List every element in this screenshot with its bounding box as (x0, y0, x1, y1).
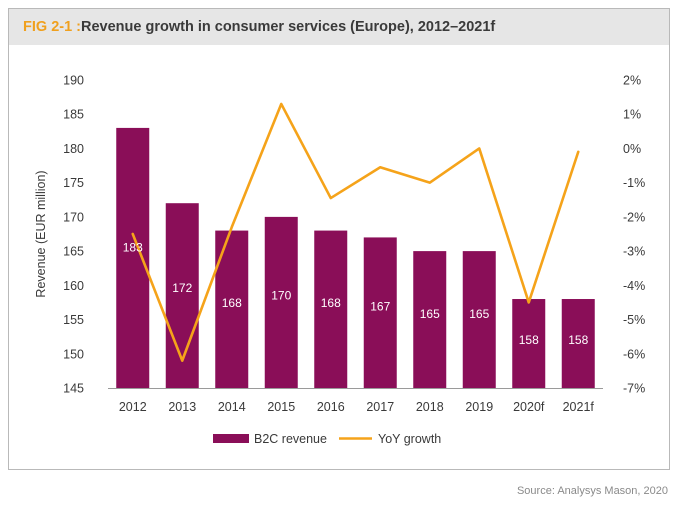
bar-value-label: 165 (420, 307, 440, 321)
y-tick-label: 180 (63, 142, 84, 156)
bar-value-label: 158 (519, 333, 539, 347)
bar-value-label: 172 (172, 281, 192, 295)
y-tick-label: 150 (63, 347, 84, 361)
bar-series (116, 127, 595, 389)
y2-tick-label: 0% (623, 142, 641, 156)
x-tick-label: 2017 (366, 400, 394, 414)
y-tick-label: 170 (63, 210, 84, 224)
bar-value-label: 168 (222, 296, 242, 310)
legend: B2C revenue YoY growth (213, 432, 441, 446)
y-axis-label: Revenue (EUR million) (34, 170, 48, 297)
y2-tick-label: 2% (623, 74, 641, 88)
x-tick-label: 2012 (119, 400, 147, 414)
y2-tick-label: -6% (623, 347, 645, 361)
bar (512, 299, 546, 388)
source-note: Source: Analysys Mason, 2020 (516, 485, 668, 497)
x-tick-label: 2016 (317, 400, 345, 414)
y-tick-label: 145 (63, 382, 84, 396)
chart-frame: FIG 2-1 : Revenue growth in consumer ser… (8, 8, 670, 470)
x-tick-label: 2021f (563, 400, 595, 414)
bar-value-label: 168 (321, 296, 341, 310)
bar-value-label: 170 (271, 289, 291, 303)
yoy-growth-line (131, 102, 580, 362)
x-tick-label: 2013 (168, 400, 196, 414)
legend-swatch-b2c-revenue (213, 434, 249, 443)
bar (413, 251, 447, 388)
legend-label-yoy-growth: YoY growth (378, 432, 441, 446)
bar-value-label: 165 (469, 307, 489, 321)
bar-value-labels: 183 172 168 170 168 167 165 165 158 158 (123, 241, 589, 347)
y-tick-label: 155 (63, 313, 84, 327)
legend-label-b2c-revenue: B2C revenue (254, 432, 327, 446)
x-tick-label: 2018 (416, 400, 444, 414)
y2-tick-label: -5% (623, 313, 645, 327)
y-tick-label: 185 (63, 108, 84, 122)
x-tick-label: 2014 (218, 400, 246, 414)
bar (561, 299, 595, 388)
y2-tick-label: -3% (623, 245, 645, 259)
bar-value-label: 183 (123, 241, 143, 255)
bar (462, 251, 496, 388)
y2-tick-label: -2% (623, 210, 645, 224)
y-tick-label: 190 (63, 74, 84, 88)
y-tick-label: 175 (63, 176, 84, 190)
y2-tick-label: 1% (623, 108, 641, 122)
chart-canvas: 190 185 180 175 170 165 160 155 150 145 2% 1% 0% -1%… (34, 74, 645, 447)
bar-value-label: 158 (568, 333, 588, 347)
bar (264, 216, 298, 388)
y2-tick-label: -7% (623, 382, 645, 396)
right-axis-ticks: 2% 1% 0% -1% -2% -3% -4% -5% -6% -7% (623, 74, 645, 396)
x-axis-ticks: 2012 2013 2014 2015 2016 2017 2018 2019 2020f 202… (119, 400, 595, 414)
y-tick-label: 160 (63, 279, 84, 293)
y-tick-label: 165 (63, 245, 84, 259)
figure-title: Revenue growth in consumer services (Eur… (81, 19, 496, 35)
figure-number: FIG 2-1 : (23, 19, 82, 35)
y2-tick-label: -4% (623, 279, 645, 293)
bar-value-label: 167 (370, 300, 390, 314)
x-tick-label: 2020f (513, 400, 545, 414)
left-axis-ticks: 190 185 180 175 170 165 160 155 150 145 (63, 74, 84, 396)
x-tick-label: 2015 (267, 400, 295, 414)
figure-header: FIG 2-1 : Revenue growth in consumer ser… (9, 9, 669, 45)
bar (116, 127, 150, 389)
line-series (131, 102, 580, 362)
bar (363, 237, 397, 388)
x-tick-label: 2019 (465, 400, 493, 414)
y2-tick-label: -1% (623, 176, 645, 190)
bar (314, 230, 348, 388)
